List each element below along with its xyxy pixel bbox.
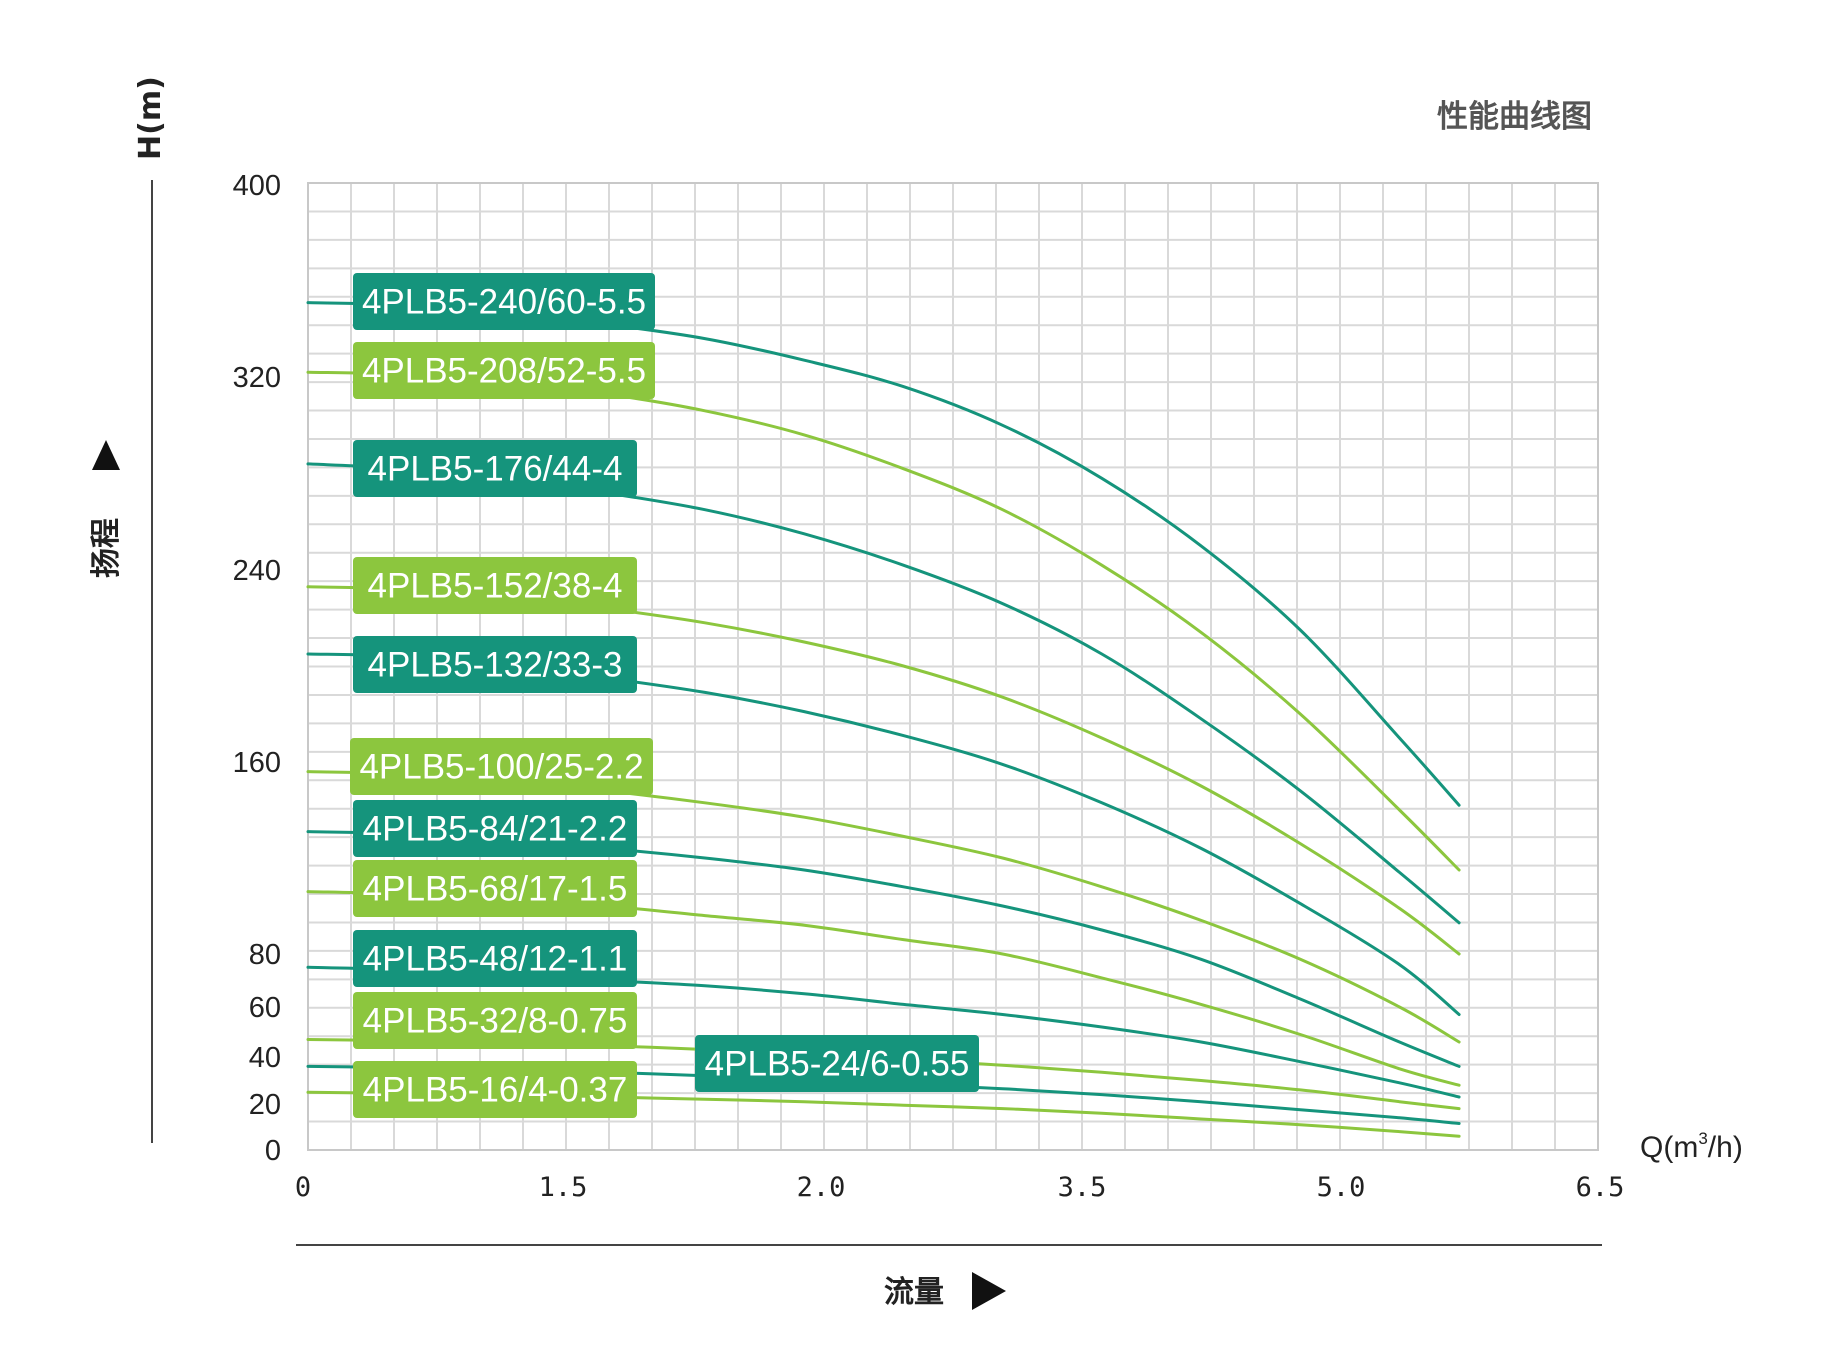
curve-label-box xyxy=(353,930,637,987)
curve-label-box xyxy=(695,1035,979,1092)
curve-label: 4PLB5-84/21-2.2 xyxy=(363,810,628,849)
y-tick-label: 320 xyxy=(233,362,281,394)
x-axis-title: 流量 xyxy=(884,1275,944,1310)
curve-label-box xyxy=(353,636,637,693)
curve-label: 4PLB5-32/8-0.75 xyxy=(363,1002,628,1041)
y-axis-unit: H(m) xyxy=(133,76,168,160)
y-tick-label: 60 xyxy=(249,992,281,1024)
y-tick-label: 400 xyxy=(233,170,281,202)
y-tick-label: 160 xyxy=(233,747,281,779)
curve-label: 4PLB5-152/38-4 xyxy=(368,567,623,606)
curve-label-box xyxy=(353,342,655,399)
y-tick-label: 0 xyxy=(265,1135,281,1167)
curve-label: 4PLB5-240/60-5.5 xyxy=(362,283,646,322)
y-axis-arrow-icon xyxy=(92,440,120,470)
curve-label-box xyxy=(353,557,637,614)
curve-label: 4PLB5-176/44-4 xyxy=(368,450,623,489)
curve-label: 4PLB5-24/6-0.55 xyxy=(705,1045,970,1084)
curve-label-box xyxy=(353,440,637,497)
x-tick-label: 0 xyxy=(295,1172,311,1203)
x-axis-arrow-icon xyxy=(972,1272,1006,1310)
curve-label: 4PLB5-16/4-0.37 xyxy=(363,1071,628,1110)
y-tick-labels: 0 20 40 60 80 160 240 320 400 xyxy=(233,170,281,1167)
x-tick-label: 2.0 xyxy=(797,1172,846,1203)
curve-label-box xyxy=(353,992,637,1049)
curve-label-box xyxy=(350,738,653,795)
curve-label-box xyxy=(353,1061,637,1118)
curve-label-box xyxy=(353,273,655,330)
x-axis-unit-main: Q(m xyxy=(1640,1131,1698,1164)
x-tick-label: 5.0 xyxy=(1317,1172,1366,1203)
y-tick-label: 240 xyxy=(233,555,281,587)
x-tick-label: 6.5 xyxy=(1576,1172,1625,1203)
x-tick-label: 3.5 xyxy=(1058,1172,1107,1203)
x-axis-unit-sup: 3 xyxy=(1698,1129,1707,1148)
y-axis-title: 扬程 xyxy=(89,518,124,578)
curve-label: 4PLB5-208/52-5.5 xyxy=(362,352,646,391)
y-tick-label: 80 xyxy=(249,939,281,971)
chart-title: 性能曲线图 xyxy=(1437,99,1592,135)
curve-labels: 4PLB5-240/60-5.5 4PLB5-208/52-5.5 4PLB5-17… xyxy=(350,273,979,1118)
curve-label: 4PLB5-48/12-1.1 xyxy=(363,940,628,979)
x-tick-label: 1.5 xyxy=(539,1172,588,1203)
plot-frame xyxy=(307,182,1599,1151)
curve-label: 4PLB5-100/25-2.2 xyxy=(359,748,643,787)
curve-label-box xyxy=(353,860,637,917)
x-axis-unit: Q(m3/h) xyxy=(1640,1129,1743,1164)
y-tick-label: 40 xyxy=(249,1042,281,1074)
x-tick-labels: 0 1.5 2.0 3.5 5.0 6.5 xyxy=(295,1172,1625,1203)
curve-label: 4PLB5-132/33-3 xyxy=(368,646,623,685)
x-axis-unit-tail: /h) xyxy=(1708,1131,1743,1164)
y-tick-label: 20 xyxy=(249,1089,281,1121)
curve-label-box xyxy=(353,800,637,857)
curve-label: 4PLB5-68/17-1.5 xyxy=(363,870,628,909)
